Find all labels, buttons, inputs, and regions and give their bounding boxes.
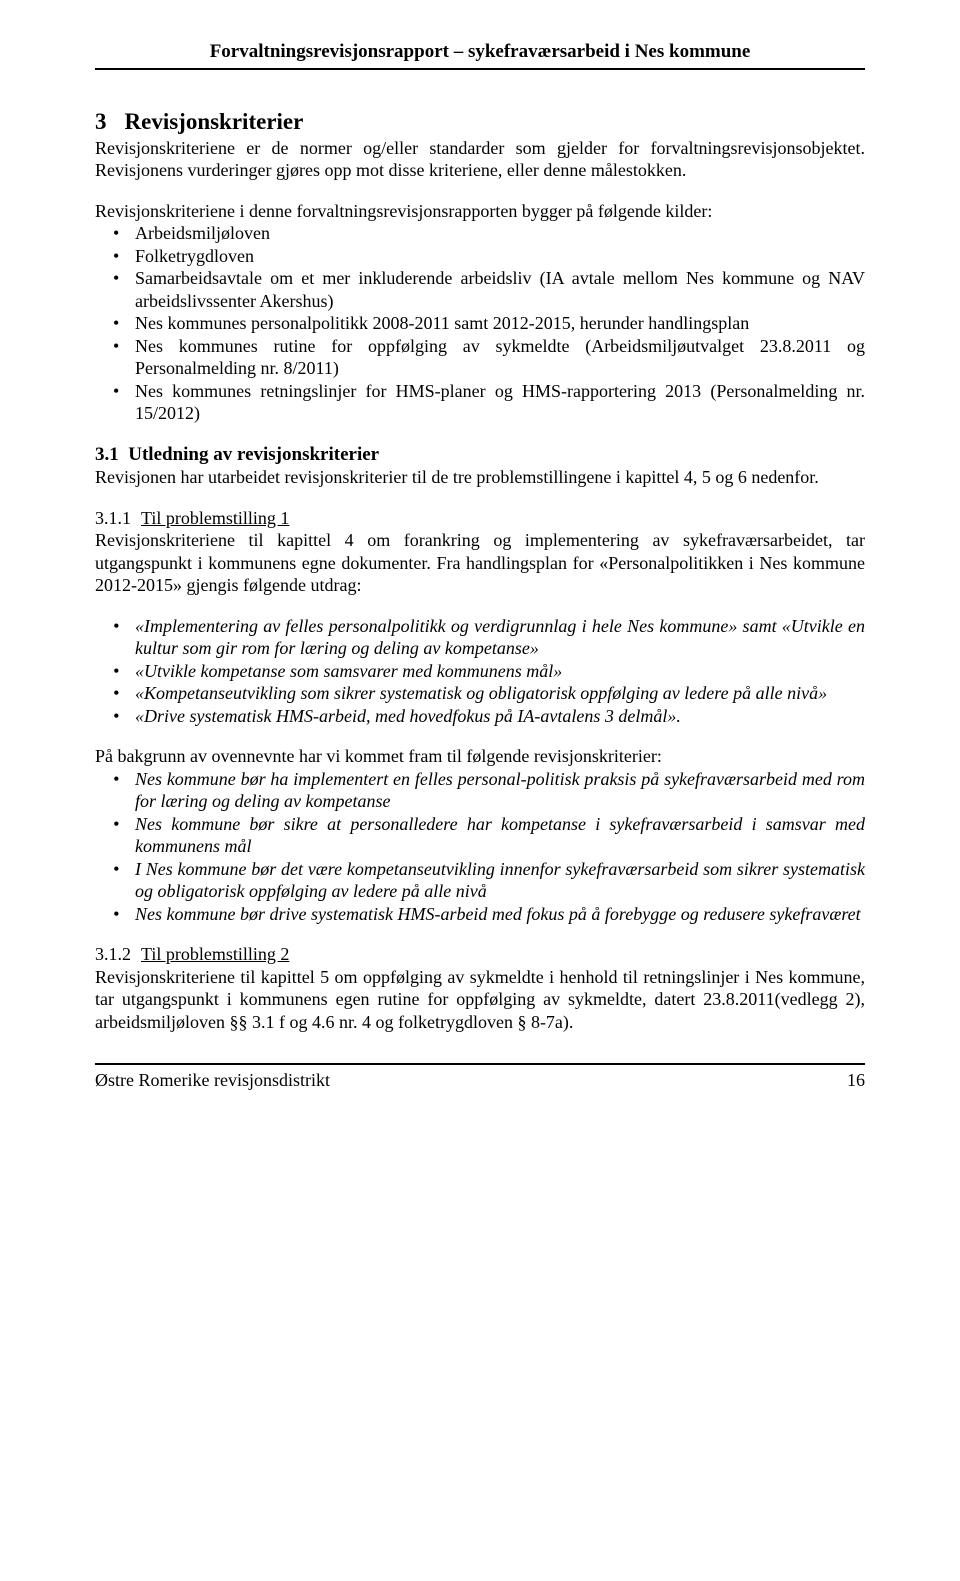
list-item: Samarbeidsavtale om et mer inkluderende … [135,267,865,312]
list-item: «Kompetanseutvikling som sikrer systemat… [135,682,865,705]
list-item: Nes kommunes personalpolitikk 2008-2011 … [135,312,865,335]
section-3-1-2-title: Til problemstilling 2 [141,944,289,964]
quotes-list: «Implementering av felles personalpoliti… [95,615,865,728]
list-item: Folketrygdloven [135,245,865,268]
list-item: Nes kommune bør sikre at personalledere … [135,813,865,858]
list-item: I Nes kommune bør det være kompetanseutv… [135,858,865,903]
section-3-1-1-heading: 3.1.1 Til problemstilling 1 [95,507,865,530]
section-3-1-number: 3.1 [95,444,119,465]
section-3-number: 3 [95,108,107,137]
sources-lead: Revisjonskriteriene i denne forvaltnings… [95,200,865,223]
section-3-1-para: Revisjonen har utarbeidet revisjonskrite… [95,466,865,489]
sources-list: Arbeidsmiljøloven Folketrygdloven Samarb… [95,222,865,425]
section-3-1-2-heading: 3.1.2 Til problemstilling 2 [95,943,865,966]
list-item: Nes kommune bør ha implementert en felle… [135,768,865,813]
list-item: Arbeidsmiljøloven [135,222,865,245]
list-item: Nes kommunes retningslinjer for HMS-plan… [135,380,865,425]
section-3-1-2-number: 3.1.2 [95,943,131,966]
criteria-lead: På bakgrunn av ovennevnte har vi kommet … [95,745,865,768]
list-item: Nes kommune bør drive systematisk HMS-ar… [135,903,865,926]
section-3-1-heading: 3.1 Utledning av revisjonskriterier [95,443,865,467]
page-header-title: Forvaltningsrevisjonsrapport – sykefravæ… [95,40,865,70]
section-3-1-1-number: 3.1.1 [95,507,131,530]
list-item: «Drive systematisk HMS-arbeid, med hoved… [135,705,865,728]
page-footer: Østre Romerike revisjonsdistrikt 16 [95,1063,865,1092]
list-item: «Implementering av felles personalpoliti… [135,615,865,660]
list-item: Nes kommunes rutine for oppfølging av sy… [135,335,865,380]
criteria-list: Nes kommune bør ha implementert en felle… [95,768,865,926]
section-3-title: Revisjonskriterier [125,109,304,134]
section-3-1-2-para: Revisjonskriteriene til kapittel 5 om op… [95,966,865,1034]
section-3-1-1-para: Revisjonskriteriene til kapittel 4 om fo… [95,529,865,597]
section-3-1-title: Utledning av revisjonskriterier [128,444,379,465]
section-3-heading: 3 Revisjonskriterier [95,108,865,137]
footer-page-number: 16 [847,1069,865,1092]
list-item: «Utvikle kompetanse som samsvarer med ko… [135,660,865,683]
footer-org: Østre Romerike revisjonsdistrikt [95,1069,330,1092]
section-3-1-1-title: Til problemstilling 1 [141,508,289,528]
section-3-intro: Revisjonskriteriene er de normer og/elle… [95,137,865,182]
